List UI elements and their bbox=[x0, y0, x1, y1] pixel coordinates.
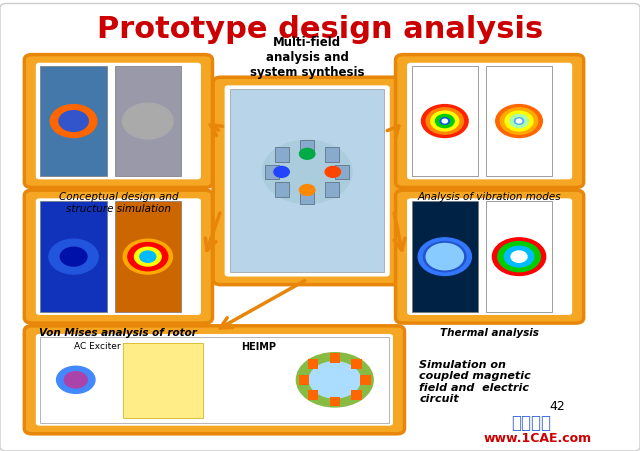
Circle shape bbox=[262, 141, 352, 204]
Circle shape bbox=[424, 242, 466, 272]
FancyBboxPatch shape bbox=[275, 183, 289, 197]
Circle shape bbox=[51, 106, 97, 138]
FancyBboxPatch shape bbox=[40, 202, 107, 312]
Text: Von Mises analysis of rotor: Von Mises analysis of rotor bbox=[40, 327, 197, 337]
Circle shape bbox=[309, 362, 360, 398]
Circle shape bbox=[49, 240, 98, 274]
FancyBboxPatch shape bbox=[0, 5, 640, 451]
FancyBboxPatch shape bbox=[407, 199, 572, 315]
FancyBboxPatch shape bbox=[225, 86, 390, 277]
Text: 仿真在线: 仿真在线 bbox=[511, 413, 551, 431]
Circle shape bbox=[426, 244, 463, 270]
Circle shape bbox=[64, 372, 87, 388]
Circle shape bbox=[435, 115, 454, 129]
Text: HEIMP: HEIMP bbox=[241, 341, 276, 351]
FancyBboxPatch shape bbox=[308, 360, 318, 370]
FancyBboxPatch shape bbox=[325, 183, 339, 197]
Text: Simulation on
coupled magnetic
field and  electric
circuit: Simulation on coupled magnetic field and… bbox=[419, 359, 531, 404]
FancyBboxPatch shape bbox=[325, 148, 339, 162]
FancyBboxPatch shape bbox=[213, 78, 401, 285]
FancyBboxPatch shape bbox=[412, 67, 478, 177]
Circle shape bbox=[128, 243, 168, 271]
Circle shape bbox=[500, 109, 538, 135]
FancyBboxPatch shape bbox=[40, 337, 389, 423]
FancyBboxPatch shape bbox=[24, 191, 212, 323]
FancyBboxPatch shape bbox=[351, 390, 362, 400]
Circle shape bbox=[422, 106, 468, 138]
Circle shape bbox=[140, 252, 156, 262]
Circle shape bbox=[511, 252, 527, 262]
Circle shape bbox=[59, 111, 88, 132]
Circle shape bbox=[418, 238, 472, 276]
FancyBboxPatch shape bbox=[40, 67, 107, 177]
Circle shape bbox=[300, 185, 315, 196]
Circle shape bbox=[442, 120, 447, 124]
Circle shape bbox=[300, 149, 315, 160]
Text: Prototype design analysis: Prototype design analysis bbox=[97, 15, 543, 44]
Text: www.1CAE.com: www.1CAE.com bbox=[484, 431, 591, 444]
Circle shape bbox=[504, 247, 534, 267]
FancyBboxPatch shape bbox=[335, 165, 349, 179]
FancyBboxPatch shape bbox=[275, 148, 289, 162]
Circle shape bbox=[60, 248, 87, 267]
FancyBboxPatch shape bbox=[36, 199, 201, 315]
FancyBboxPatch shape bbox=[115, 67, 181, 177]
FancyBboxPatch shape bbox=[24, 55, 212, 188]
FancyBboxPatch shape bbox=[36, 334, 393, 426]
FancyBboxPatch shape bbox=[123, 344, 204, 419]
Circle shape bbox=[426, 109, 463, 135]
Circle shape bbox=[122, 104, 173, 140]
Circle shape bbox=[134, 248, 161, 267]
FancyBboxPatch shape bbox=[396, 55, 584, 188]
FancyBboxPatch shape bbox=[360, 375, 371, 385]
FancyBboxPatch shape bbox=[300, 190, 314, 205]
Circle shape bbox=[325, 167, 340, 178]
Circle shape bbox=[296, 353, 373, 407]
Circle shape bbox=[429, 246, 460, 268]
FancyBboxPatch shape bbox=[299, 375, 309, 385]
FancyBboxPatch shape bbox=[330, 397, 340, 407]
Text: Analysis of vibration modes: Analysis of vibration modes bbox=[418, 192, 561, 202]
Circle shape bbox=[516, 120, 522, 124]
FancyBboxPatch shape bbox=[24, 326, 404, 434]
Circle shape bbox=[274, 167, 289, 178]
FancyBboxPatch shape bbox=[330, 354, 340, 364]
FancyBboxPatch shape bbox=[265, 165, 279, 179]
Text: Thermal analysis: Thermal analysis bbox=[440, 327, 539, 337]
FancyBboxPatch shape bbox=[36, 64, 201, 180]
Circle shape bbox=[515, 119, 524, 125]
Circle shape bbox=[498, 242, 540, 272]
FancyBboxPatch shape bbox=[396, 191, 584, 323]
Circle shape bbox=[56, 366, 95, 393]
Circle shape bbox=[124, 240, 172, 274]
Circle shape bbox=[440, 119, 449, 125]
FancyBboxPatch shape bbox=[115, 202, 181, 312]
Text: Multi-field
analysis and
system synthesis: Multi-field analysis and system synthesi… bbox=[250, 36, 364, 79]
FancyBboxPatch shape bbox=[486, 67, 552, 177]
FancyBboxPatch shape bbox=[351, 360, 362, 370]
Circle shape bbox=[496, 106, 542, 138]
Circle shape bbox=[431, 112, 459, 132]
FancyBboxPatch shape bbox=[300, 140, 314, 155]
FancyBboxPatch shape bbox=[486, 202, 552, 312]
FancyBboxPatch shape bbox=[308, 390, 318, 400]
Text: 42: 42 bbox=[549, 400, 564, 412]
FancyBboxPatch shape bbox=[412, 202, 478, 312]
Circle shape bbox=[492, 238, 546, 276]
Text: Conceptual design and
structure simulation: Conceptual design and structure simulati… bbox=[59, 192, 178, 213]
FancyBboxPatch shape bbox=[407, 64, 572, 180]
Circle shape bbox=[505, 112, 533, 132]
Text: AC Exciter: AC Exciter bbox=[74, 341, 121, 350]
Circle shape bbox=[509, 115, 529, 129]
FancyBboxPatch shape bbox=[230, 90, 384, 273]
